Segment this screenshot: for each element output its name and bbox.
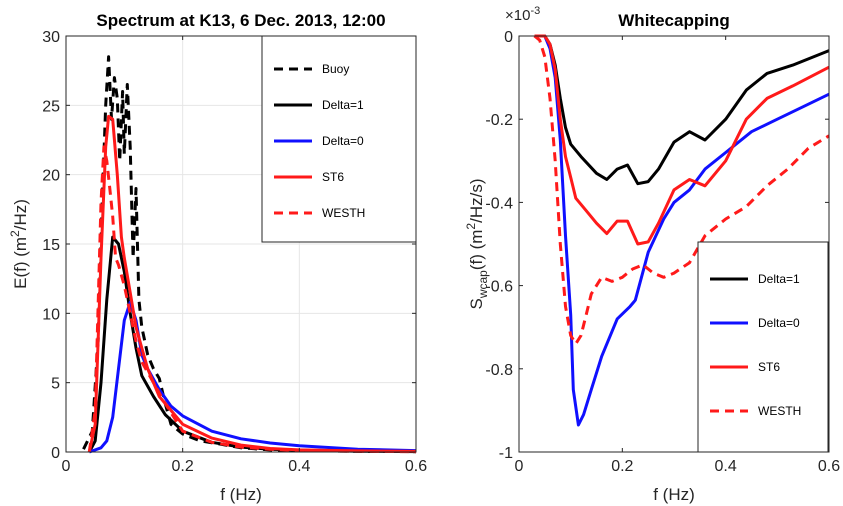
legend-label: WESTH	[322, 206, 365, 220]
y-tick-label: 25	[42, 98, 60, 115]
y-tick-label: -0.8	[485, 362, 513, 379]
legend-label: ST6	[322, 170, 344, 184]
x-tick-label: 0.6	[818, 458, 840, 475]
legend-label: Buoy	[322, 62, 349, 76]
series-line-buoy	[82, 55, 417, 454]
y-tick-label: 5	[51, 376, 60, 393]
x-tick-label: 0	[62, 458, 71, 475]
y-tick-label: 10	[42, 306, 60, 323]
series-line-st6	[534, 34, 830, 246]
series-line-delta-0	[534, 34, 830, 427]
right-chart-whitecapping: 0 0.2 0.4 0.6 0 -0.2 -0.4 -0.6 -0.8 -1 Whitecappin…	[464, 5, 840, 504]
legend-box	[261, 35, 417, 243]
y-axis-label-part: /Hz/s)	[467, 178, 486, 222]
y-axis-label-part: 2	[8, 230, 22, 237]
legend-box	[697, 241, 829, 453]
axes-box	[518, 35, 830, 453]
x-axis-label: f (Hz)	[220, 485, 262, 504]
axis-exponent: ×10-3	[505, 5, 540, 24]
legend-label: Delta=1	[758, 272, 800, 286]
x-tick-label: 0.6	[405, 458, 427, 475]
x-axis-label: f (Hz)	[653, 485, 695, 504]
x-tick-label: 0.2	[611, 458, 633, 475]
y-tick-label: 30	[42, 29, 60, 46]
series-line-delta-1	[534, 34, 830, 186]
y-tick-label: -0.4	[485, 195, 513, 212]
legend-label: ST6	[758, 360, 780, 374]
legend-label: Delta=0	[322, 134, 364, 148]
y-axis-label-part: (f) (m	[467, 230, 486, 271]
y-tick-label: -0.2	[485, 112, 513, 129]
axis-exponent-base: ×10	[505, 7, 530, 24]
x-tick-label: 0	[515, 458, 524, 475]
y-axis-label: E(f) (m2/Hz)	[8, 199, 30, 289]
y-tick-label: -1	[499, 445, 513, 462]
legend: Delta=1 Delta=0 ST6 WESTH	[697, 241, 829, 453]
series-line-westh	[533, 34, 830, 346]
chart-title: Whitecapping	[618, 11, 729, 30]
y-axis-label-part: S	[467, 298, 486, 309]
y-tick-label: -0.6	[485, 279, 513, 296]
y-tick-label: 15	[42, 237, 60, 254]
x-tick-label: 0.4	[715, 458, 737, 475]
legend-label: Delta=0	[758, 316, 800, 330]
y-axis-label: Swcap(f) (m2/Hz/s)	[464, 178, 490, 309]
left-chart-spectrum: 0 0.2 0.4 0.6 0 5 10 15 20 25 30 Spectrum at K13, 6…	[8, 11, 427, 504]
y-tick-label: 0	[504, 29, 513, 46]
y-axis-label-part: E(f) (m	[11, 237, 30, 289]
chart-title: Spectrum at K13, 6 Dec. 2013, 12:00	[96, 11, 385, 30]
series-line-westh	[87, 145, 417, 454]
y-axis-label-part: 2	[464, 223, 478, 230]
x-tick-label: 0.4	[288, 458, 310, 475]
axis-exponent-power: -3	[530, 5, 540, 17]
y-axis-label-part: /Hz)	[11, 199, 30, 230]
y-axis-label-part: wcap	[476, 270, 490, 299]
legend: Buoy Delta=1 Delta=0 ST6 WESTH	[261, 35, 417, 243]
y-tick-label: 20	[42, 168, 60, 185]
legend-label: WESTH	[758, 404, 801, 418]
x-tick-label: 0.2	[172, 458, 194, 475]
legend-label: Delta=1	[322, 98, 364, 112]
y-tick-label: 0	[51, 445, 60, 462]
